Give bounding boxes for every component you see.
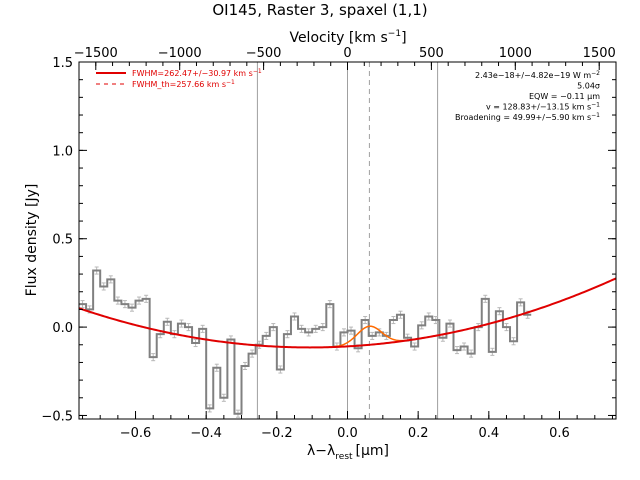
chart-title: OI145, Raster 3, spaxel (1,1) <box>212 1 427 19</box>
top-tick-label: 1000 <box>499 46 532 61</box>
x-tick-label: −0.2 <box>261 426 293 441</box>
legend-label-0: FWHM=262.47+/−30.97 km s−1 <box>132 68 262 78</box>
y-tick-label: 0.5 <box>52 233 73 248</box>
y-tick-label: −0.5 <box>41 409 73 424</box>
top-tick-label: 0 <box>343 46 351 61</box>
y-tick-label: 1.5 <box>52 56 73 71</box>
annotation-3: v = 128.83+/−13.15 km s−1 <box>486 102 600 112</box>
y-axis-label: Flux density [Jy] <box>24 184 40 297</box>
x-tick-label: 0.6 <box>549 426 570 441</box>
top-tick-label: −1000 <box>158 46 202 61</box>
x-tick-label: 0.2 <box>408 426 429 441</box>
x-tick-label: 0.0 <box>337 426 358 441</box>
top-axis-label: Velocity [km s−1] <box>289 29 406 46</box>
continuum-fit-line <box>79 277 616 349</box>
y-tick-label: 0.0 <box>52 321 73 336</box>
x-tick-label: 0.4 <box>478 426 499 441</box>
top-tick-label: 500 <box>419 46 444 61</box>
data-step-line <box>79 269 532 415</box>
annotation-4: Broadening = 49.99+/−5.90 km s−1 <box>455 112 600 122</box>
y-tick-label: 1.0 <box>52 144 73 159</box>
annotation-0: 2.43e−18+/−4.82e−19 W m−2 <box>475 70 600 80</box>
top-tick-label: −1500 <box>74 46 118 61</box>
annotation-2: EQW = −0.11 μm <box>529 92 600 101</box>
x-tick-label: −0.6 <box>120 426 152 441</box>
top-tick-label: 1500 <box>583 46 616 61</box>
annotation-1: 5.04σ <box>577 82 600 91</box>
x-tick-label: −0.4 <box>190 426 222 441</box>
legend: FWHM=262.47+/−30.97 km s−1FWHM_th=257.66… <box>96 68 262 89</box>
legend-label-1: FWHM_th=257.66 km s−1 <box>132 79 235 89</box>
x-axis-label: λ−λrest [μm] <box>307 443 389 462</box>
top-tick-label: −500 <box>246 46 282 61</box>
